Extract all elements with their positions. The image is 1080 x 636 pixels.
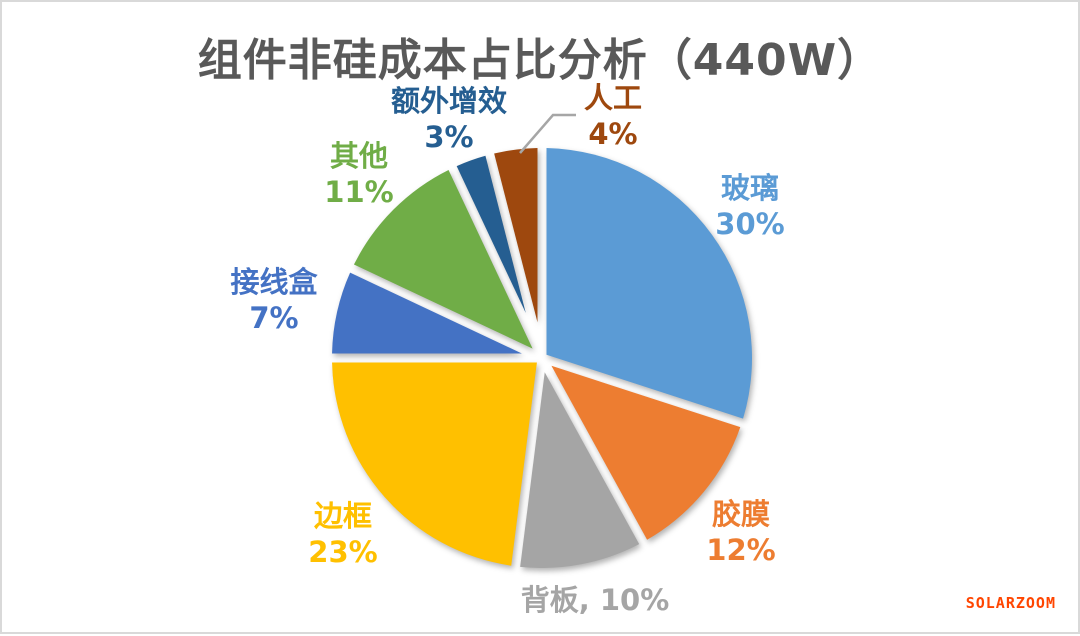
pie-label-text: 背板, 10% <box>520 583 670 617</box>
pie-label-labor: 人工 4% <box>584 80 642 152</box>
pie-label-percent: 4% <box>588 117 638 151</box>
pie-label-name: 其他 <box>329 139 389 173</box>
pie-label-backsheet: 背板, 10% <box>521 582 670 618</box>
pie-label-name: 人工 <box>583 81 643 115</box>
leader-line-labor <box>519 113 576 154</box>
pie-label-percent: 11% <box>324 175 394 209</box>
pie-slice-labor <box>494 148 538 323</box>
pie-label-frame: 边框 23% <box>308 498 377 570</box>
pie-label-extra-gain: 额外增效 3% <box>391 83 507 155</box>
pie-slice-eva-film <box>551 365 741 540</box>
pie-label-glass: 玻璃 30% <box>715 170 784 242</box>
pie-label-junction-box: 接线盒 7% <box>230 264 317 336</box>
pie-slice-junction-box <box>332 272 522 354</box>
pie-label-name: 额外增效 <box>390 84 508 118</box>
pie-label-name: 接线盒 <box>230 265 318 299</box>
pie-label-others: 其他 11% <box>324 138 393 210</box>
pie-label-name: 胶膜 <box>711 497 771 531</box>
pie-label-name: 玻璃 <box>720 171 780 205</box>
pie-label-percent: 3% <box>424 120 474 154</box>
pie-slice-frame <box>332 362 537 566</box>
pie-label-percent: 23% <box>308 535 378 569</box>
chart-title: 组件非硅成本占比分析（440W） <box>197 35 883 86</box>
pie-label-percent: 7% <box>249 301 299 335</box>
pie-label-eva-film: 胶膜 12% <box>706 496 775 568</box>
pie-label-percent: 30% <box>715 207 785 241</box>
pie-slice-extra-gain <box>456 155 526 314</box>
pie-slice-others <box>353 169 533 349</box>
watermark: SOLARZOOM <box>965 594 1056 612</box>
pie-label-percent: 12% <box>706 533 776 567</box>
pie-slice-backsheet <box>520 372 640 568</box>
pie-label-name: 边框 <box>313 499 373 533</box>
pie-slice-glass <box>546 148 753 419</box>
